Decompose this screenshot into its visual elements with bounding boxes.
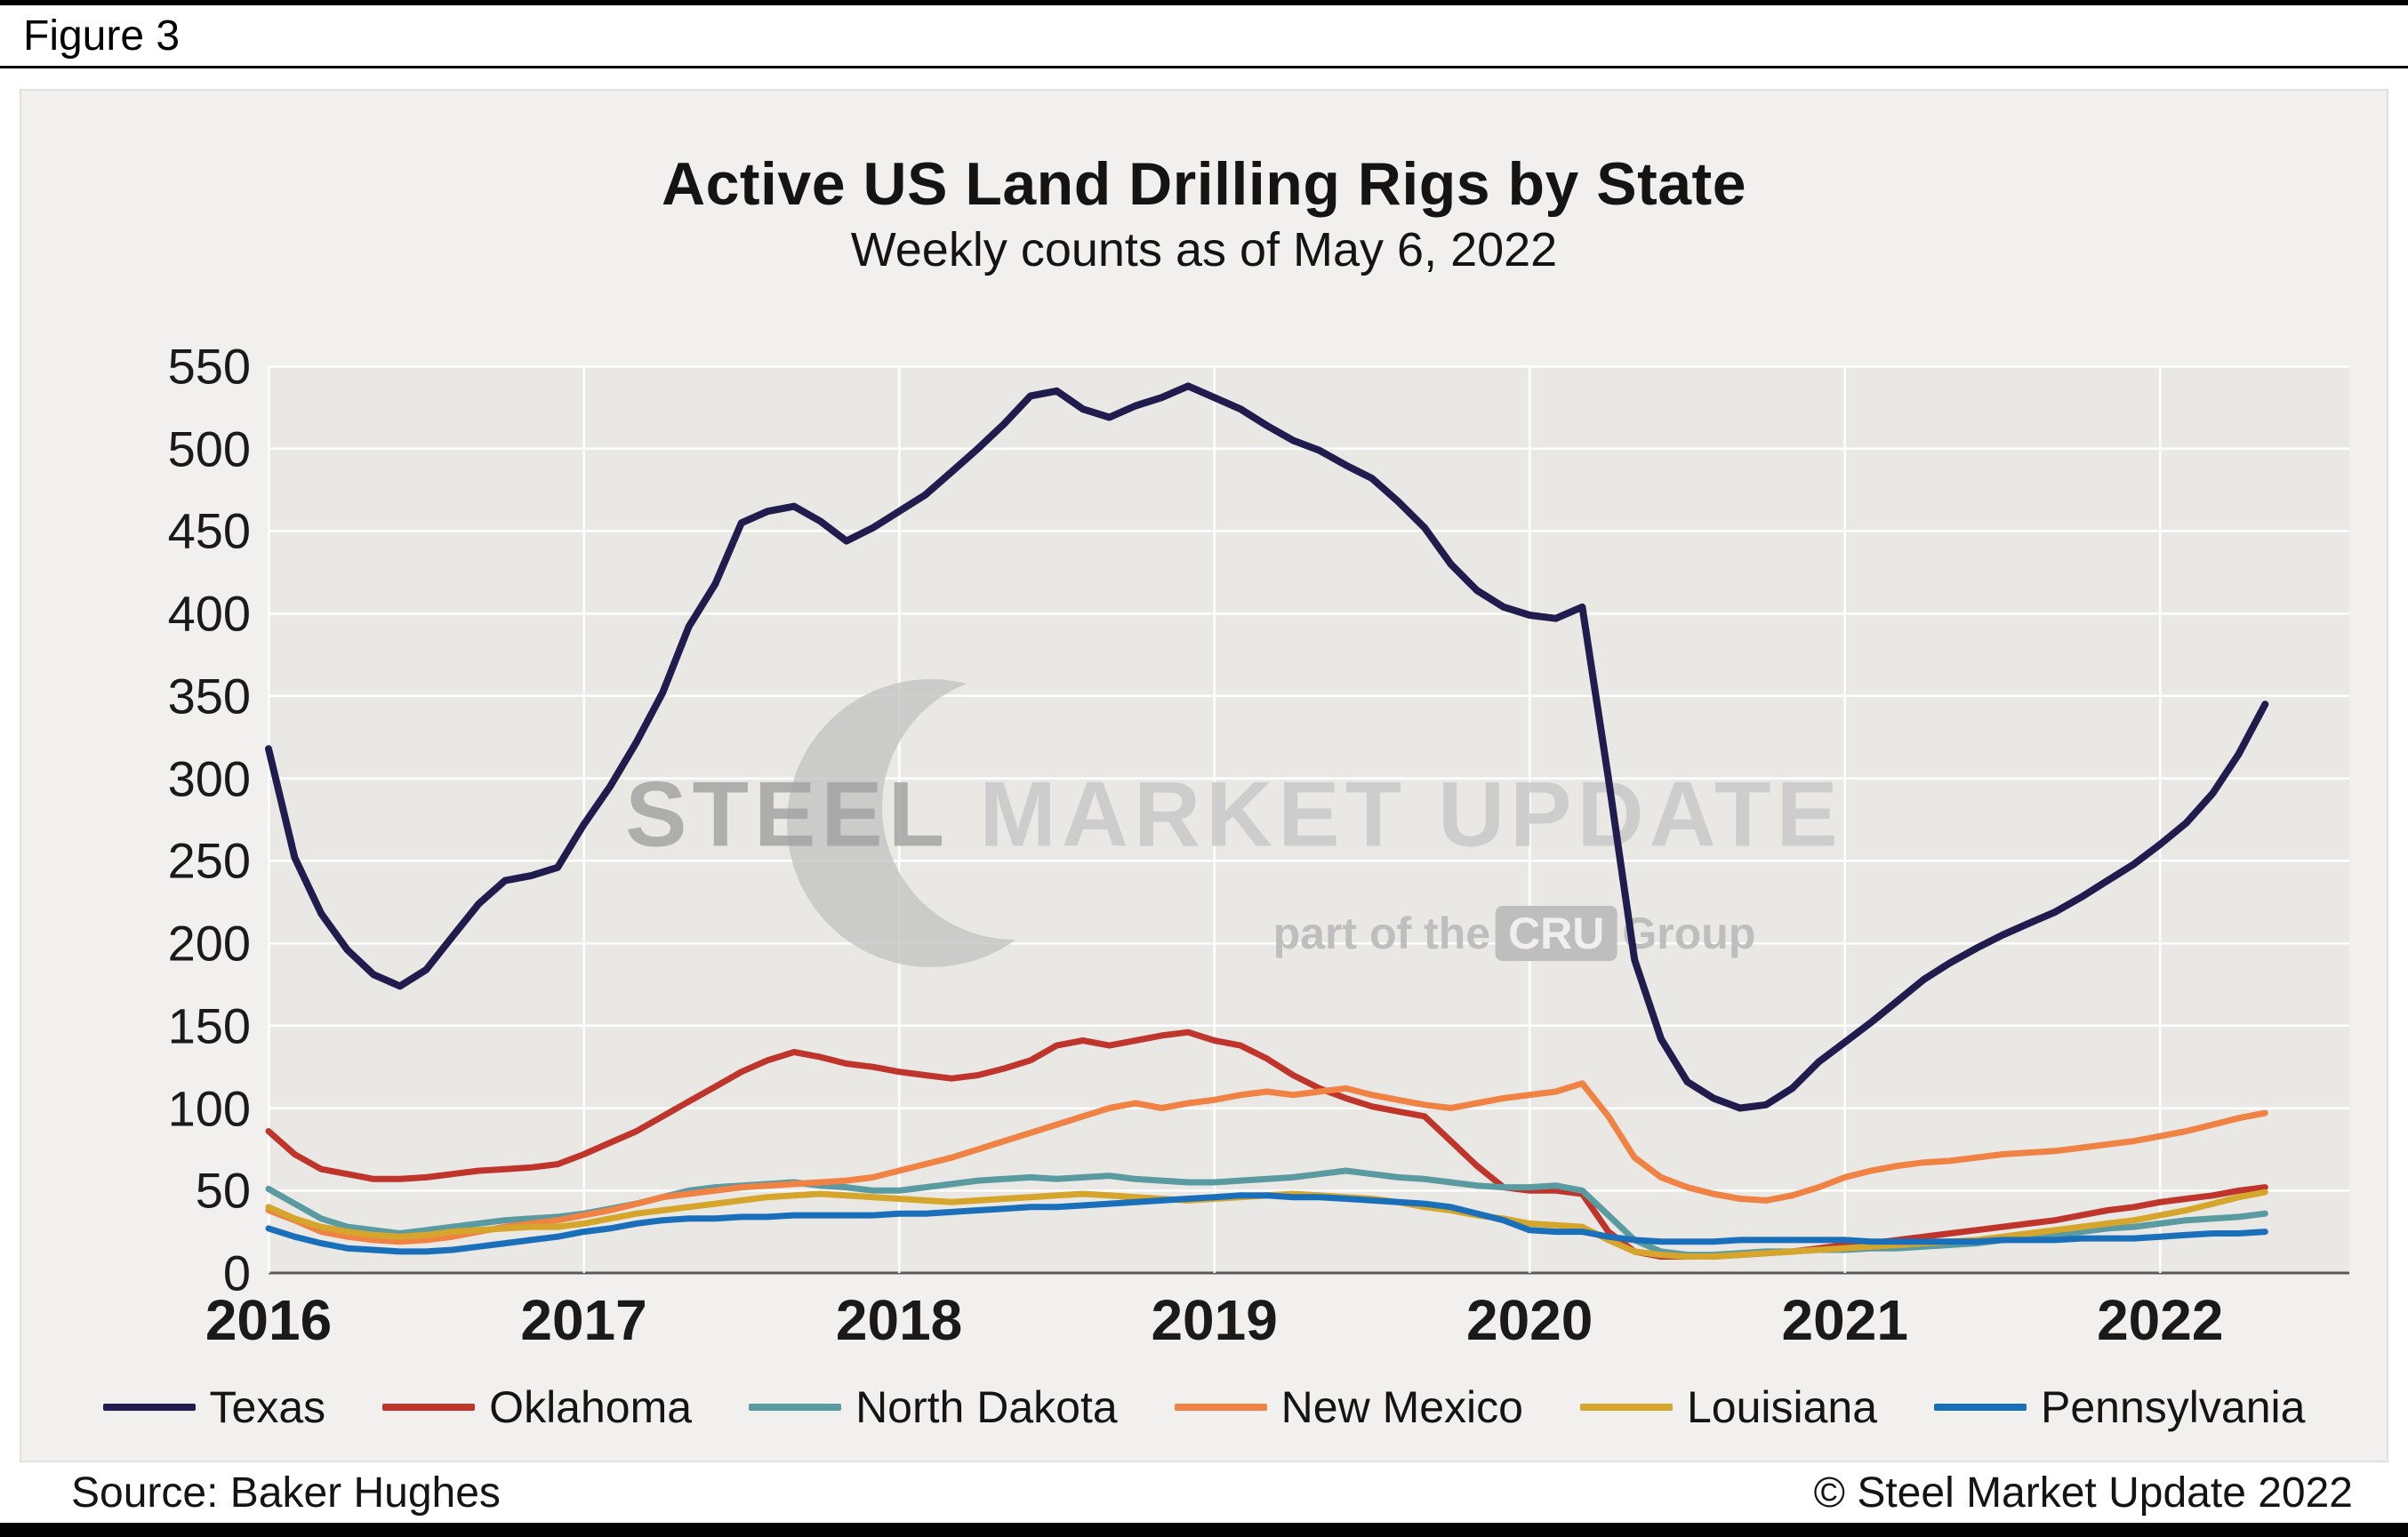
legend-item-louisiana: Louisiana <box>1579 1381 1878 1433</box>
y-tick-label: 550 <box>167 338 251 395</box>
legend-item-north-dakota: North Dakota <box>749 1381 1118 1433</box>
x-tick-label: 2019 <box>1151 1288 1278 1352</box>
x-tick-label: 2017 <box>520 1288 647 1352</box>
legend-swatch <box>382 1404 476 1411</box>
footer: Source: Baker Hughes © Steel Market Upda… <box>71 1465 2353 1520</box>
legend-item-oklahoma: Oklahoma <box>382 1381 692 1433</box>
legend-label: Texas <box>209 1382 326 1432</box>
x-tick-label: 2016 <box>205 1288 333 1352</box>
legend: Texas Oklahoma North Dakota New Mexico Louis… <box>21 1381 2387 1433</box>
figure-label: Figure 3 <box>23 12 181 60</box>
series-line-oklahoma <box>265 1029 2268 1260</box>
legend-label: North Dakota <box>855 1382 1118 1432</box>
legend-swatch <box>102 1404 196 1411</box>
plot-background <box>269 366 2349 1273</box>
y-tick-label: 250 <box>167 832 251 889</box>
y-tick-label: 50 <box>195 1162 251 1219</box>
bottom-bar <box>0 1523 2408 1537</box>
y-tick-label: 450 <box>167 502 251 559</box>
y-tick-label: 350 <box>167 668 251 724</box>
copyright-text: © Steel Market Update 2022 <box>1813 1469 2353 1517</box>
legend-label: Oklahoma <box>489 1382 693 1432</box>
figure-header: Figure 3 <box>0 0 2408 68</box>
y-tick-label: 100 <box>167 1080 251 1137</box>
series-line-pennsylvania <box>265 1192 2268 1255</box>
legend-label: Louisiana <box>1686 1382 1878 1432</box>
x-tick-label: 2020 <box>1465 1288 1593 1352</box>
y-tick-label: 300 <box>167 750 251 807</box>
series-line-new-mexico <box>265 1080 2268 1245</box>
y-axis-labels: 0 50 100 150 200 250 300 350 400 450 500 550 <box>82 339 251 1301</box>
y-tick-label: 400 <box>167 585 251 642</box>
x-tick-label: 2018 <box>835 1288 963 1352</box>
legend-swatch <box>1579 1404 1673 1411</box>
source-text: Source: Baker Hughes <box>71 1469 501 1517</box>
legend-label: Pennsylvania <box>2041 1382 2306 1432</box>
legend-swatch <box>749 1404 842 1411</box>
legend-label: New Mexico <box>1280 1382 1523 1432</box>
y-tick-label: 0 <box>222 1245 251 1301</box>
legend-item-pennsylvania: Pennsylvania <box>1934 1381 2305 1433</box>
y-tick-label: 500 <box>167 420 251 477</box>
x-axis-labels: 2016 2017 2018 2019 2020 2021 2022 <box>205 1287 2349 1358</box>
legend-swatch <box>1934 1404 2027 1411</box>
series-line-texas <box>265 382 2269 1112</box>
plot-area: STEEL MARKET UPDATE part of the CRU Group … <box>168 339 2349 1352</box>
y-tick-label: 150 <box>167 997 251 1054</box>
chart-title: Active US Land Drilling Rigs by State <box>661 150 1747 218</box>
x-tick-label: 2022 <box>2097 1288 2224 1352</box>
legend-item-new-mexico: New Mexico <box>1174 1381 1523 1433</box>
y-tick-label: 200 <box>167 915 251 972</box>
legend-item-texas: Texas <box>102 1381 326 1433</box>
chart-panel: Active US Land Drilling Rigs by State We… <box>20 89 2388 1462</box>
chart-subtitle: Weekly counts as of May 6, 2022 <box>850 223 1558 276</box>
series-layer <box>265 382 2269 1260</box>
x-tick-label: 2021 <box>1781 1288 1908 1352</box>
legend-swatch <box>1174 1404 1267 1411</box>
